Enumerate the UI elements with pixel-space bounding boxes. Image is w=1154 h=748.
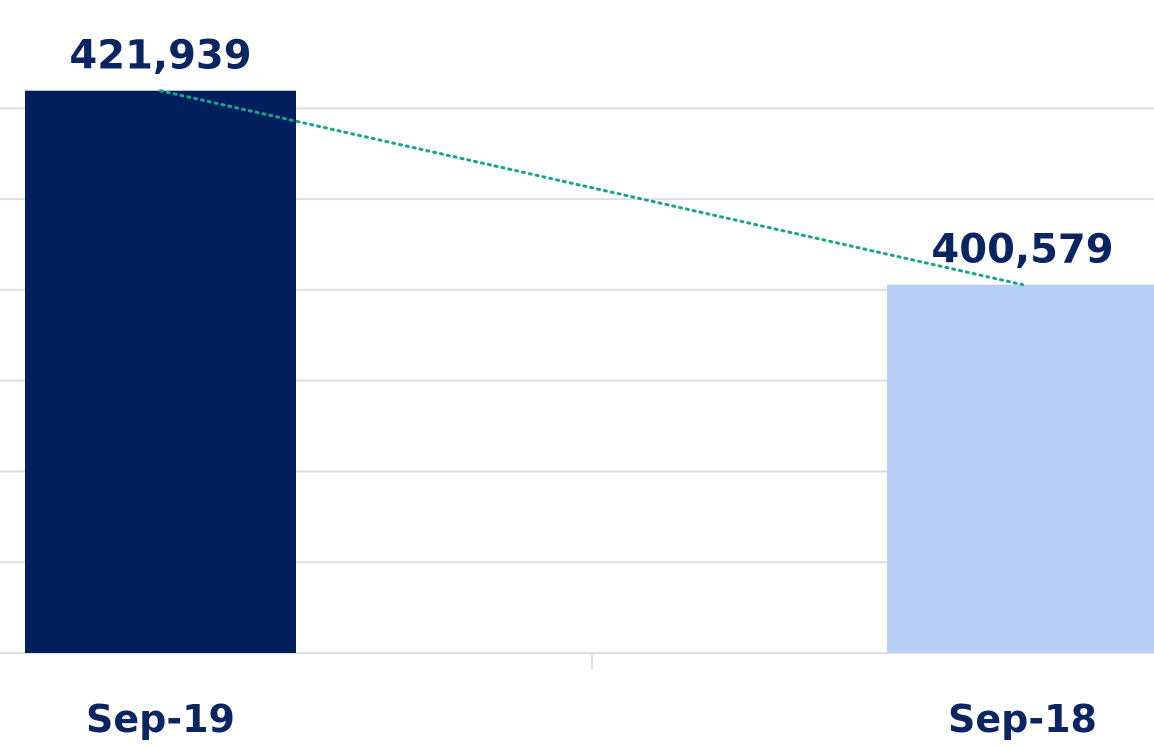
bars (25, 90, 1154, 653)
value-label: 421,939 (69, 33, 251, 79)
bar-sep-18 (887, 284, 1154, 653)
category-labels: Sep-19 Sep-18 (86, 697, 1097, 741)
trendline (159, 89, 1024, 287)
category-label: Sep-19 (86, 697, 235, 741)
value-label: 400,579 (931, 227, 1113, 273)
value-labels: 421,939 400,579 (69, 33, 1113, 273)
category-label: Sep-18 (948, 697, 1097, 741)
bar-sep-19 (25, 90, 296, 653)
